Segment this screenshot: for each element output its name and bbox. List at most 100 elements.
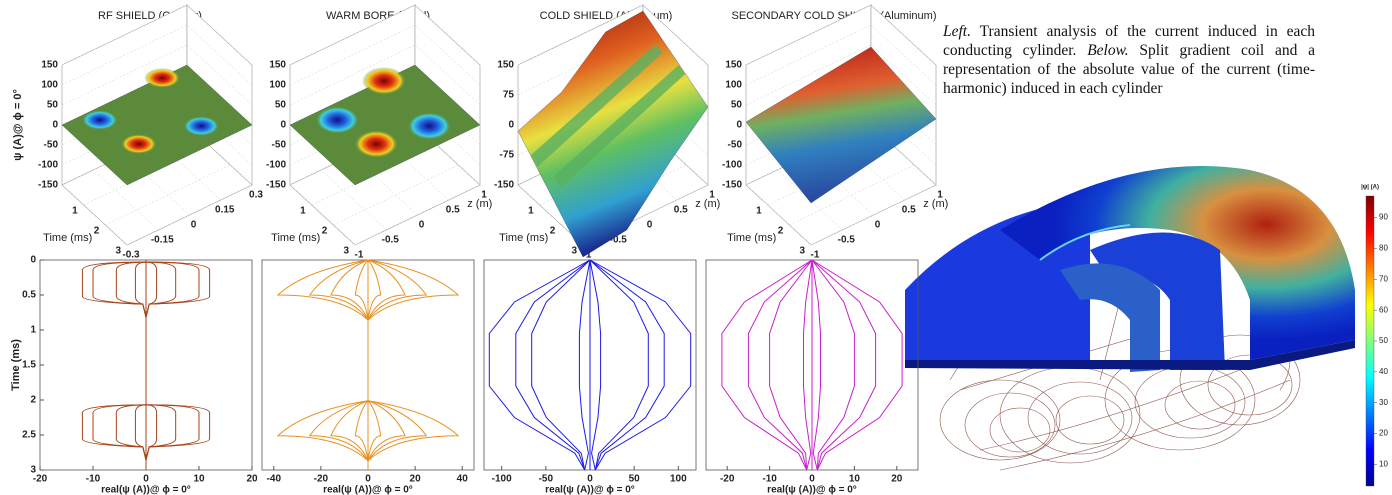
psi-tick-label: 100 [725,80,742,91]
psi-tick-label: 0 [52,120,58,131]
curve [331,260,368,461]
x-tick-label: 0 [809,474,815,485]
psi-tick-label: 0 [736,120,742,131]
curve [310,260,368,461]
curve [590,260,691,470]
curve [489,260,590,470]
curve [722,260,812,470]
transient-plot: -100-50050100real(ψ (A))@ ϕ = 0° [484,260,696,495]
colorbar-tick-label: 50 [1379,336,1388,345]
time-tick-label: 2 [322,226,328,237]
curves [722,260,902,470]
x-tick-label: 40 [457,474,469,485]
x-tick-label: 20 [410,474,422,485]
z-tick-label: -0.5 [838,235,856,246]
z-tick-label: 0.5 [674,205,688,216]
3d-panel: COLD SHIELD (Aluminum)150750-75-150123-1… [494,5,720,261]
panel-title: SECONDARY COLD SHIELD (Aluminum) [732,10,937,22]
z-axis-label: z (m) [467,198,492,210]
psi-tick-label: -150 [494,180,514,191]
psi-tick-label: 0 [280,120,286,131]
z-tick-label: 0.3 [249,190,263,201]
time-tick-label: 3 [343,246,349,257]
time-tick-label: 1 [756,206,762,217]
curve [590,260,601,470]
colorbar-tick-label: 20 [1379,429,1388,438]
z-axis-label: z (m) [695,198,720,210]
x-axis-label: real(ψ (A))@ ϕ = 0° [545,485,635,495]
curve [804,260,812,470]
curve [579,260,590,470]
curve [146,262,199,460]
surface-bump [183,116,219,136]
time-tick-label: 2 [94,226,100,237]
z-tick-label: -1 [811,250,820,261]
psi-tick-label: 150 [725,60,742,71]
transient-plot: -20-1001020real(ψ (A))@ ϕ = 0° [706,260,918,495]
time-tick-label: 3 [571,246,577,257]
y-tick-label: 1.5 [22,360,36,371]
curve [812,260,902,470]
y-axis-label: Time (ms) [10,339,22,391]
psi-tick-label: 150 [269,60,286,71]
psi-tick-label: 100 [269,80,286,91]
surface-bump [407,112,451,140]
curve [812,260,820,470]
time-tick-label: 1 [72,206,78,217]
time-tick-label: 1 [300,206,306,217]
colorbar [1366,196,1374,486]
x-tick-label: 10 [193,474,205,485]
x-tick-label: 10 [849,474,861,485]
z-tick-label: 0 [875,220,881,231]
z-tick-label: 0 [647,220,653,231]
psi-tick-label: -150 [722,180,742,191]
surface-bump [121,134,157,154]
time-axis-label: Time (ms) [271,232,320,244]
colorbar-tick-label: 70 [1379,274,1388,283]
curve [116,262,146,460]
y-tick-label: 0 [30,255,36,266]
curve [355,260,368,461]
x-tick-label: 0 [143,474,149,485]
time-axis-label: Time (ms) [499,232,548,244]
colorbar-tick-label: 80 [1379,244,1388,253]
psi-tick-label: 150 [41,60,58,71]
y-tick-label: 1 [30,325,36,336]
curve [146,262,210,460]
curve [135,262,146,460]
z-tick-label: 0.15 [215,205,235,216]
curve [368,260,405,461]
x-axis-label: real(ψ (A))@ ϕ = 0° [323,485,413,495]
colorbar-tick-label: 40 [1379,367,1388,376]
curve [82,262,146,460]
curve [368,260,381,461]
z-tick-label: -0.3 [122,250,140,261]
x-tick-label: -10 [762,474,777,485]
psi-tick-label: -150 [38,180,58,191]
curves [489,260,690,470]
x-tick-label: -50 [539,474,554,485]
psi-tick-label: 75 [503,90,515,101]
z-tick-label: -0.15 [151,235,174,246]
coil-rendering [905,166,1355,470]
x-tick-label: 100 [670,474,687,485]
psi-tick-label: -100 [266,160,286,171]
time-axis-label: Time (ms) [727,232,776,244]
psi-tick-label: 50 [731,100,743,111]
3d-panel: SECONDARY COLD SHIELD (Aluminum)15010050… [722,5,948,261]
transient-plot: -20-1001020real(ψ (A))@ ϕ = 0°00.511.522… [10,255,258,495]
curve [368,260,458,461]
y-tick-label: 0.5 [22,290,36,301]
psi-tick-label: -150 [266,180,286,191]
curve [93,262,146,460]
curve [146,262,176,460]
psi-tick-label: -50 [728,140,743,151]
time-axis-label: Time (ms) [43,232,92,244]
psi-tick-label: -75 [500,150,515,161]
page: { "panels": [ {"title": "RF SHIELD (Copp… [0,0,1392,495]
curve [748,260,812,470]
psi-axis-label: ψ (A)@ ϕ = 0° [12,89,24,161]
psi-tick-label: -50 [272,140,287,151]
x-tick-label: -20 [314,474,329,485]
z-tick-label: 0.5 [446,205,460,216]
